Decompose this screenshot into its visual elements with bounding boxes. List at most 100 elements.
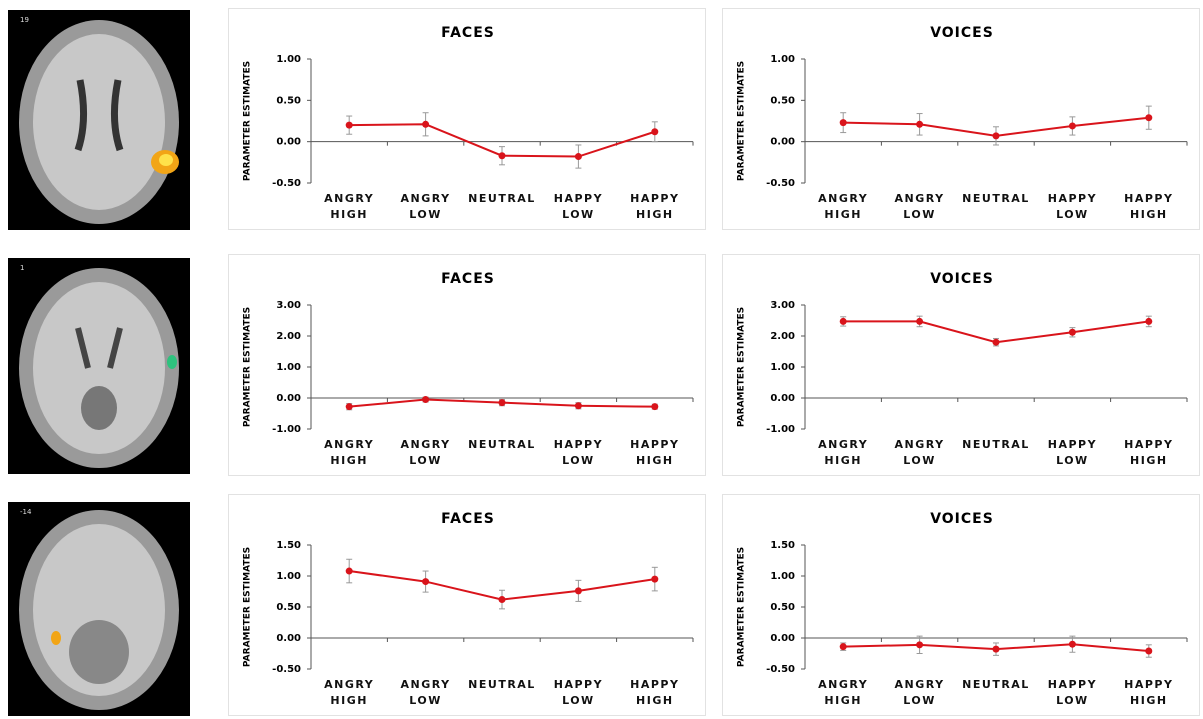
brain-image: 19 xyxy=(8,10,190,230)
point xyxy=(840,119,847,126)
y-tick-label: 0.00 xyxy=(770,633,795,644)
y-tick-label: 1.00 xyxy=(276,571,301,582)
point xyxy=(993,339,1000,346)
point xyxy=(499,399,506,406)
x-tick-label: ANGRY LOW xyxy=(386,677,466,709)
x-tick-label: ANGRY LOW xyxy=(880,437,960,469)
x-tick-label: HAPPY HIGH xyxy=(615,191,695,223)
y-tick-label: 2.00 xyxy=(770,331,795,342)
point xyxy=(651,403,658,410)
chart-title: FACES xyxy=(441,271,495,287)
x-tick-label: HAPPY LOW xyxy=(1032,437,1112,469)
point xyxy=(422,578,429,585)
point xyxy=(346,568,353,575)
x-tick-label: HAPPY LOW xyxy=(1032,677,1112,709)
x-tick-label: NEUTRAL xyxy=(462,191,542,207)
chart-title: VOICES xyxy=(930,511,994,527)
x-tick-label: HAPPY LOW xyxy=(538,437,618,469)
y-tick-label: 1.50 xyxy=(276,540,301,551)
point xyxy=(422,396,429,403)
y-axis-label: PARAMETER ESTIMATES xyxy=(737,547,747,667)
y-tick-label: 3.00 xyxy=(770,300,795,311)
point xyxy=(993,646,1000,653)
y-tick-label: 0.00 xyxy=(770,393,795,404)
y-tick-label: -0.50 xyxy=(272,178,301,189)
x-tick-label: HAPPY HIGH xyxy=(1109,437,1189,469)
y-tick-label: 0.00 xyxy=(276,633,301,644)
point xyxy=(575,153,582,160)
x-tick-label: ANGRY HIGH xyxy=(309,437,389,469)
x-tick-label: ANGRY HIGH xyxy=(803,677,883,709)
point xyxy=(575,402,582,409)
x-tick-label: HAPPY LOW xyxy=(538,191,618,223)
point xyxy=(1145,318,1152,325)
x-tick-label: ANGRY HIGH xyxy=(803,191,883,223)
point xyxy=(916,121,923,128)
x-tick-label: HAPPY HIGH xyxy=(615,437,695,469)
x-tick-label: HAPPY LOW xyxy=(1032,191,1112,223)
x-tick-label: ANGRY LOW xyxy=(880,677,960,709)
y-tick-label: -0.50 xyxy=(766,664,795,675)
point xyxy=(422,121,429,128)
point xyxy=(499,152,506,159)
chart-title: FACES xyxy=(441,511,495,527)
point xyxy=(840,318,847,325)
y-tick-label: 0.50 xyxy=(276,95,301,106)
y-tick-label: 0.50 xyxy=(276,602,301,613)
point xyxy=(575,587,582,594)
point xyxy=(651,128,658,135)
point xyxy=(1069,122,1076,129)
y-tick-label: 3.00 xyxy=(276,300,301,311)
chart-panel: VOICESPARAMETER ESTIMATES-0.500.000.501.… xyxy=(722,8,1200,230)
y-tick-label: 1.00 xyxy=(276,362,301,373)
y-tick-label: -0.50 xyxy=(766,178,795,189)
chart-panel: VOICES PARAMETER ESTIMATES -0.50 0.00 0.50 1.… xyxy=(722,494,1200,716)
y-tick-label: 0.00 xyxy=(276,137,301,148)
brain-image: 1 xyxy=(8,258,190,474)
point xyxy=(1145,114,1152,121)
x-tick-label: NEUTRAL xyxy=(462,437,542,453)
point xyxy=(916,318,923,325)
point xyxy=(993,132,1000,139)
point xyxy=(840,643,847,650)
x-tick-label: HAPPY HIGH xyxy=(1109,677,1189,709)
x-tick-label: ANGRY HIGH xyxy=(309,191,389,223)
y-tick-label: 1.00 xyxy=(770,362,795,373)
x-tick-label: HAPPY LOW xyxy=(538,677,618,709)
point xyxy=(916,641,923,648)
x-tick-label: HAPPY HIGH xyxy=(615,677,695,709)
chart-title: FACES xyxy=(441,25,495,41)
x-tick-label: ANGRY HIGH xyxy=(803,437,883,469)
slice-label: 19 xyxy=(20,16,29,24)
x-tick-label: ANGRY LOW xyxy=(386,437,466,469)
y-tick-label: -1.00 xyxy=(766,424,795,435)
y-tick-label: 1.50 xyxy=(770,540,795,551)
x-tick-label: NEUTRAL xyxy=(462,677,542,693)
slice-label: 1 xyxy=(20,264,24,272)
y-tick-label: 0.00 xyxy=(276,393,301,404)
point xyxy=(1145,648,1152,655)
point xyxy=(1069,329,1076,336)
y-tick-label: 0.50 xyxy=(770,95,795,106)
figure: 19 1 -14 FACES PARAMETER ESTIMATES -0.50 0.… xyxy=(0,0,1203,719)
y-axis-label: PARAMETER ESTIMATES xyxy=(737,307,747,427)
point xyxy=(346,403,353,410)
y-axis-label: PARAMETER ESTIMATES xyxy=(737,61,747,181)
y-tick-label: -1.00 xyxy=(272,424,301,435)
x-tick-label: ANGRY HIGH xyxy=(309,677,389,709)
y-tick-label: -0.50 xyxy=(272,664,301,675)
brain-image: -14 xyxy=(8,502,190,716)
slice-label: -14 xyxy=(20,508,32,516)
x-tick-label: NEUTRAL xyxy=(956,191,1036,207)
point xyxy=(651,576,658,583)
point xyxy=(1069,641,1076,648)
y-tick-label: 0.50 xyxy=(770,602,795,613)
y-tick-label: 2.00 xyxy=(276,331,301,342)
x-tick-label: NEUTRAL xyxy=(956,437,1036,453)
y-tick-label: 1.00 xyxy=(770,571,795,582)
x-tick-label: ANGRY LOW xyxy=(880,191,960,223)
chart-panel: FACESPARAMETER ESTIMATES-1.000.001.002.0… xyxy=(228,254,706,476)
